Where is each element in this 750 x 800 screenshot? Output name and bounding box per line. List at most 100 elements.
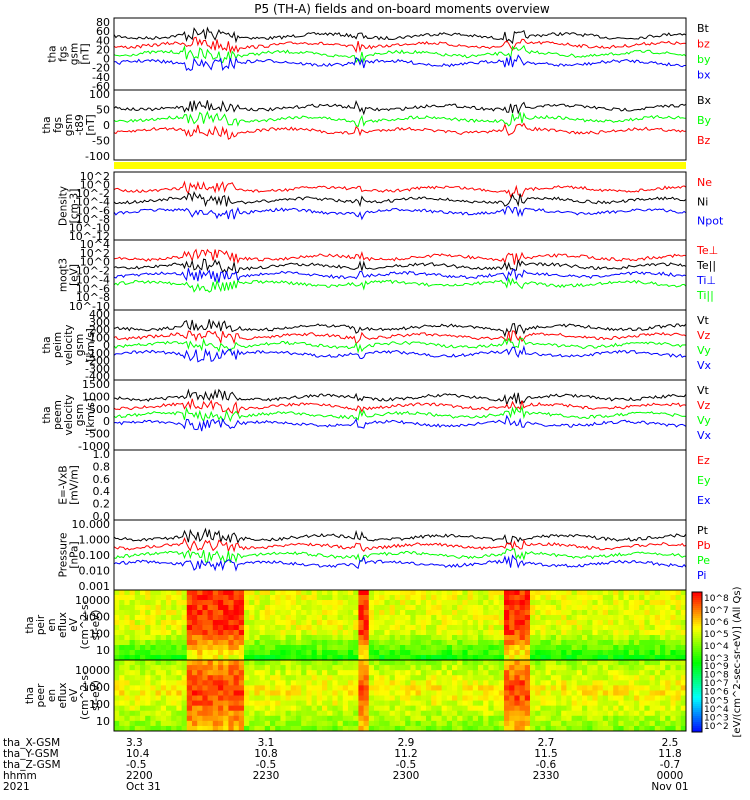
heatmap-cell bbox=[332, 590, 338, 596]
y-tick-label: 0.4 bbox=[93, 485, 111, 498]
heatmap-cell bbox=[301, 670, 307, 676]
heatmap-cell bbox=[639, 670, 645, 676]
heatmap-cell bbox=[680, 715, 687, 722]
legend-entry: Vy bbox=[697, 344, 711, 357]
heatmap-cell bbox=[660, 710, 666, 717]
heatmap-cell bbox=[322, 650, 328, 656]
heatmap-cell bbox=[384, 670, 390, 676]
heatmap-cell bbox=[114, 605, 120, 611]
heatmap-cell bbox=[228, 685, 234, 691]
heatmap-cell bbox=[467, 600, 474, 606]
heatmap-cell bbox=[608, 615, 614, 621]
heatmap-cell bbox=[301, 710, 307, 717]
heatmap-cell bbox=[561, 600, 567, 606]
heatmap-cell bbox=[311, 640, 318, 646]
heatmap-cell bbox=[290, 725, 297, 732]
heatmap-cell bbox=[680, 630, 687, 636]
heatmap-cell bbox=[561, 685, 567, 691]
heatmap-cell bbox=[582, 715, 588, 722]
heatmap-cell bbox=[244, 650, 250, 656]
heatmap-cell bbox=[140, 610, 146, 616]
heatmap-cell bbox=[301, 600, 307, 606]
heatmap-cell bbox=[332, 645, 338, 651]
heatmap-cell bbox=[155, 590, 162, 596]
heatmap-cell bbox=[634, 635, 640, 641]
heatmap-cell bbox=[384, 695, 390, 701]
heatmap-cell bbox=[254, 675, 260, 681]
heatmap-cell bbox=[592, 620, 598, 626]
heatmap-cell bbox=[478, 600, 484, 606]
legend-entry: Vt bbox=[697, 314, 710, 327]
heatmap-cell bbox=[202, 715, 208, 722]
heatmap-cell bbox=[275, 605, 281, 611]
heatmap-cell bbox=[457, 625, 463, 631]
heatmap-cell bbox=[556, 710, 562, 717]
heatmap-cell bbox=[301, 655, 307, 661]
heatmap-cell bbox=[405, 620, 411, 626]
heatmap-cell bbox=[124, 690, 130, 696]
heatmap-cell bbox=[431, 610, 437, 616]
heatmap-cell bbox=[462, 680, 468, 686]
heatmap-cell bbox=[140, 700, 146, 707]
panel-frame bbox=[113, 17, 687, 91]
heatmap-cell bbox=[270, 625, 276, 631]
heatmap-cell bbox=[571, 620, 578, 626]
heatmap-cell bbox=[675, 680, 682, 686]
y-tick-label: 50 bbox=[96, 104, 110, 117]
colorbar-cell bbox=[692, 626, 702, 629]
heatmap-cell bbox=[129, 680, 136, 686]
heatmap-cell bbox=[124, 720, 130, 727]
heatmap-cell bbox=[660, 635, 666, 641]
heatmap-cell bbox=[571, 640, 578, 646]
heatmap-cell bbox=[358, 665, 364, 671]
heatmap-cell bbox=[654, 630, 661, 636]
heatmap-cell bbox=[587, 695, 593, 701]
heatmap-cell bbox=[488, 625, 494, 631]
heatmap-cell bbox=[249, 710, 255, 717]
heatmap-cell bbox=[680, 665, 687, 671]
heatmap-cell bbox=[129, 645, 136, 651]
heatmap-cell bbox=[519, 650, 526, 656]
heatmap-cell bbox=[410, 690, 416, 696]
heatmap-cell bbox=[561, 610, 567, 616]
colorbar-cell bbox=[692, 644, 702, 647]
heatmap-cell bbox=[576, 690, 583, 696]
heatmap-cell bbox=[467, 700, 474, 707]
heatmap-cell bbox=[332, 625, 338, 631]
heatmap-cell bbox=[134, 620, 141, 626]
heatmap-cell bbox=[654, 600, 661, 606]
heatmap-cell bbox=[348, 625, 354, 631]
heatmap-cell bbox=[119, 595, 125, 601]
heatmap-cell bbox=[483, 610, 489, 616]
heatmap-cell bbox=[545, 620, 552, 626]
heatmap-cell bbox=[670, 655, 676, 661]
heatmap-cell bbox=[400, 725, 406, 732]
heatmap-cell bbox=[259, 670, 266, 676]
heatmap-cell bbox=[394, 615, 401, 621]
heatmap-cell bbox=[441, 610, 448, 616]
heatmap-cell bbox=[322, 590, 328, 596]
heatmap-cell bbox=[488, 655, 494, 661]
heatmap-cell bbox=[478, 625, 484, 631]
heatmap-cell bbox=[306, 650, 312, 656]
heatmap-cell bbox=[218, 720, 224, 727]
heatmap-cell bbox=[290, 610, 297, 616]
colorbar-cell bbox=[692, 668, 702, 671]
heatmap-cell bbox=[384, 615, 390, 621]
heatmap-cell bbox=[550, 695, 557, 701]
heatmap-cell bbox=[415, 645, 422, 651]
heatmap-cell bbox=[176, 610, 182, 616]
y-tick-label: -200 bbox=[85, 355, 110, 368]
heatmap-cell bbox=[452, 675, 458, 681]
heatmap-cell bbox=[337, 630, 344, 636]
heatmap-cell bbox=[384, 590, 390, 596]
heatmap-cell bbox=[244, 690, 250, 696]
heatmap-cell bbox=[452, 605, 458, 611]
heatmap-cell bbox=[119, 685, 125, 691]
heatmap-cell bbox=[207, 670, 214, 676]
heatmap-cell bbox=[176, 700, 182, 707]
heatmap-cell bbox=[644, 700, 650, 707]
heatmap-cell bbox=[488, 675, 494, 681]
footer-value: 3.3 bbox=[126, 737, 143, 749]
